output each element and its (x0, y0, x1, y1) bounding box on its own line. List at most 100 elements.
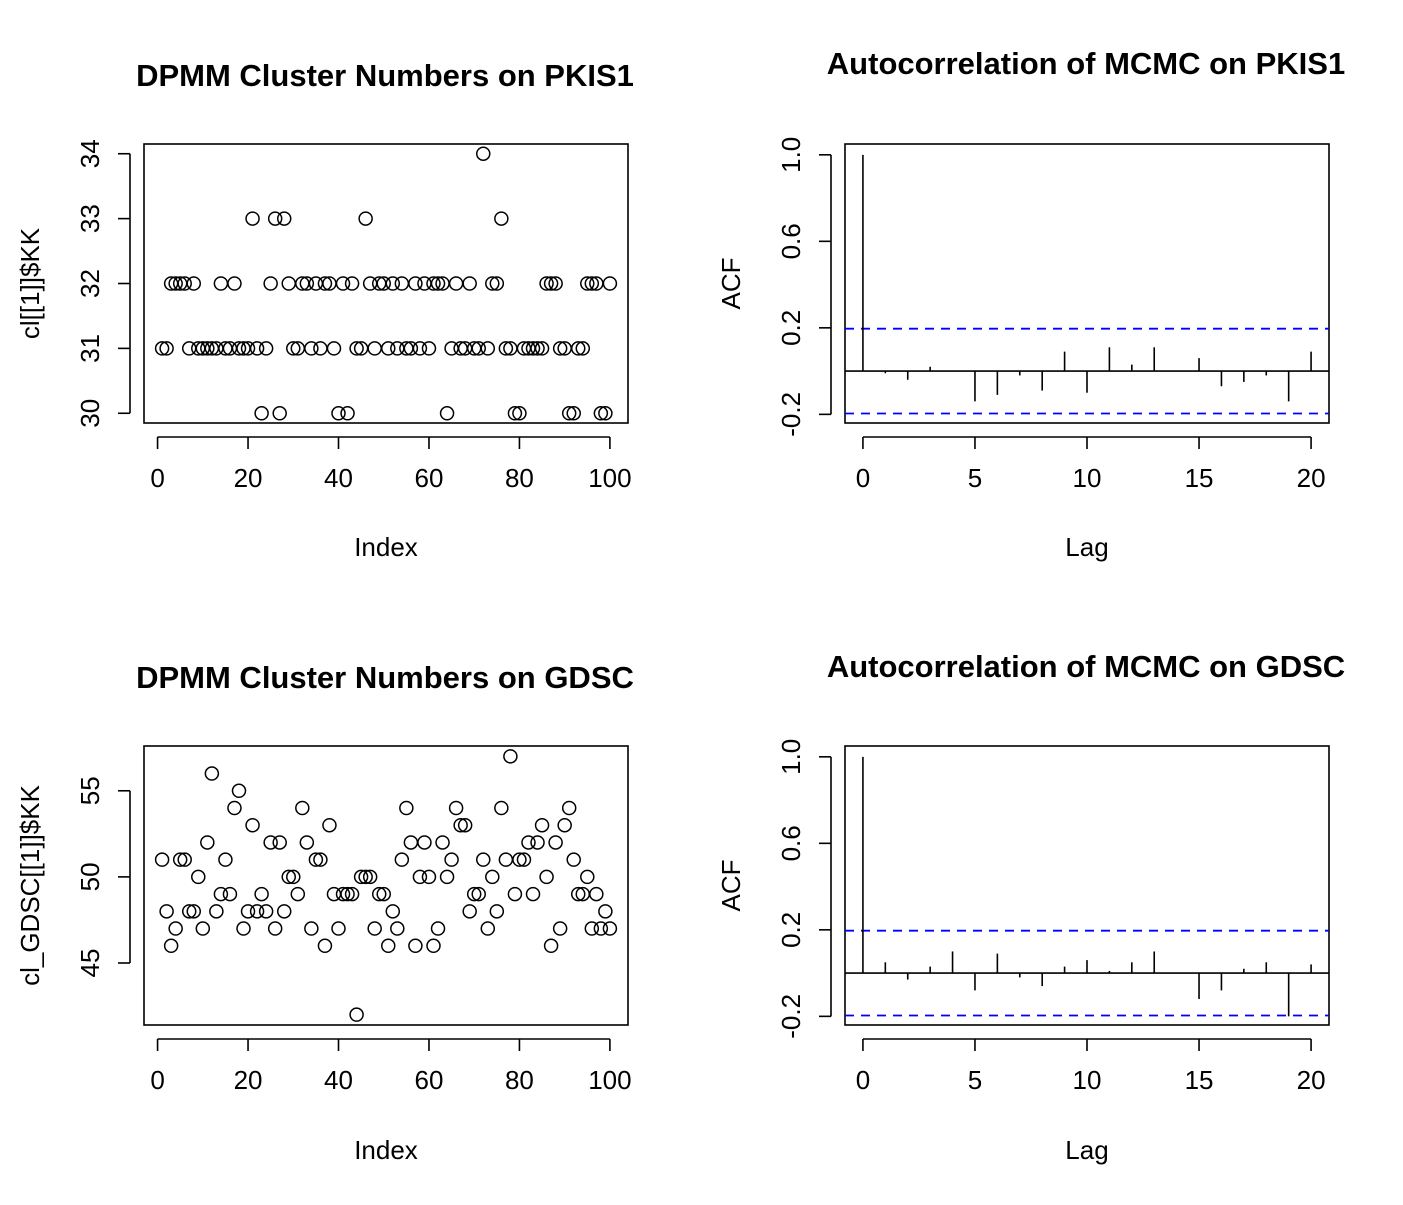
data-point (444, 852, 459, 867)
data-point (430, 921, 446, 936)
data-point (322, 817, 337, 833)
data-point (349, 1007, 364, 1022)
data-point (344, 886, 360, 902)
data-point (313, 341, 328, 356)
y-tick-label: 1.0 (776, 739, 806, 775)
data-point (272, 406, 287, 421)
data-point (209, 904, 224, 919)
chart-title: DPMM Cluster Numbers on GDSC (136, 660, 634, 695)
data-point (512, 852, 527, 867)
data-point (200, 835, 215, 850)
data-point (159, 904, 174, 919)
data-point (485, 869, 500, 885)
data-point (186, 904, 202, 919)
chart-panel-1: DPMM Cluster Numbers on PKIS1 0 20 40 60 80 10… (15, 58, 634, 562)
data-point (213, 276, 229, 291)
chart-panel-3: DPMM Cluster Numbers on GDSC 0 20 40 60 80 100… (15, 660, 634, 1165)
data-point (191, 869, 206, 885)
data-point (240, 341, 256, 356)
data-point (566, 406, 581, 421)
data-point (426, 276, 441, 291)
x-axis-label: Lag (1065, 1135, 1108, 1165)
x-tick-label: 10 (1073, 1065, 1102, 1095)
data-point (335, 276, 351, 291)
data-point (403, 835, 419, 850)
data-point (304, 921, 319, 936)
data-point (172, 852, 188, 867)
data-point (557, 817, 572, 833)
data-point (236, 921, 251, 936)
x-tick-label: 20 (1297, 1065, 1326, 1095)
data-point (548, 276, 563, 291)
data-point (543, 276, 559, 291)
y-tick-label: 31 (75, 334, 105, 363)
data-point (421, 869, 437, 885)
y-tick-label: 30 (75, 399, 105, 428)
data-point (195, 921, 211, 936)
data-point (367, 341, 382, 356)
y-axis-label: ACF (716, 258, 746, 310)
data-point (331, 406, 346, 421)
data-point (507, 886, 523, 902)
data-point (580, 276, 595, 291)
data-point (476, 852, 491, 867)
y-tick-label: 55 (75, 776, 105, 805)
plot-frame (844, 745, 1330, 1026)
data-point (186, 276, 202, 291)
data-point (385, 276, 401, 291)
data-point (552, 341, 568, 356)
data-point (548, 835, 563, 850)
data-point (489, 904, 505, 919)
data-point (412, 869, 428, 885)
data-point (286, 869, 301, 885)
y-tick-label: 34 (75, 139, 105, 168)
data-point (462, 904, 477, 919)
data-point (276, 904, 292, 919)
y-axis-label: cl[[1]]$KK (15, 227, 45, 339)
data-point (258, 904, 274, 919)
data-point (349, 341, 364, 356)
y-tick-label: 32 (75, 269, 105, 298)
plot-frame (143, 143, 629, 424)
data-point (471, 886, 486, 902)
data-point (381, 341, 396, 356)
data-point (602, 921, 618, 936)
data-point (498, 852, 514, 867)
data-point (304, 341, 319, 356)
data-point (453, 817, 468, 833)
data-point (498, 341, 514, 356)
chart-title: DPMM Cluster Numbers on PKIS1 (136, 58, 634, 93)
data-point (399, 800, 414, 816)
data-point (376, 886, 391, 902)
x-tick-label: 60 (415, 463, 444, 493)
data-point (471, 341, 486, 356)
data-point (254, 886, 269, 902)
data-point (584, 276, 600, 291)
data-point (503, 749, 518, 764)
data-point (448, 800, 464, 816)
data-point (543, 938, 559, 954)
data-point (213, 886, 229, 902)
data-point (525, 886, 541, 902)
data-point (539, 869, 554, 885)
data-point (308, 852, 324, 867)
data-point (489, 276, 505, 291)
x-tick-label: 20 (234, 463, 263, 493)
x-tick-label: 0 (150, 463, 164, 493)
data-point (494, 211, 509, 226)
x-tick-label: 40 (324, 1065, 353, 1095)
x-tick-label: 60 (415, 1065, 444, 1095)
x-tick-label: 5 (968, 1065, 982, 1095)
y-axis-label: ACF (716, 860, 746, 912)
data-point (480, 341, 496, 356)
y-tick-label: 45 (75, 949, 105, 978)
data-point (408, 276, 423, 291)
chart-panel-4: Autocorrelation of MCMC on GDSC 0 5 10 15 20 -… (716, 649, 1345, 1165)
data-point (367, 921, 382, 936)
data-point (462, 276, 477, 291)
y-axis-label: cl_GDSC[[1]]$KK (15, 784, 45, 986)
data-point (408, 938, 423, 954)
data-point (177, 276, 192, 291)
data-point (263, 276, 278, 291)
